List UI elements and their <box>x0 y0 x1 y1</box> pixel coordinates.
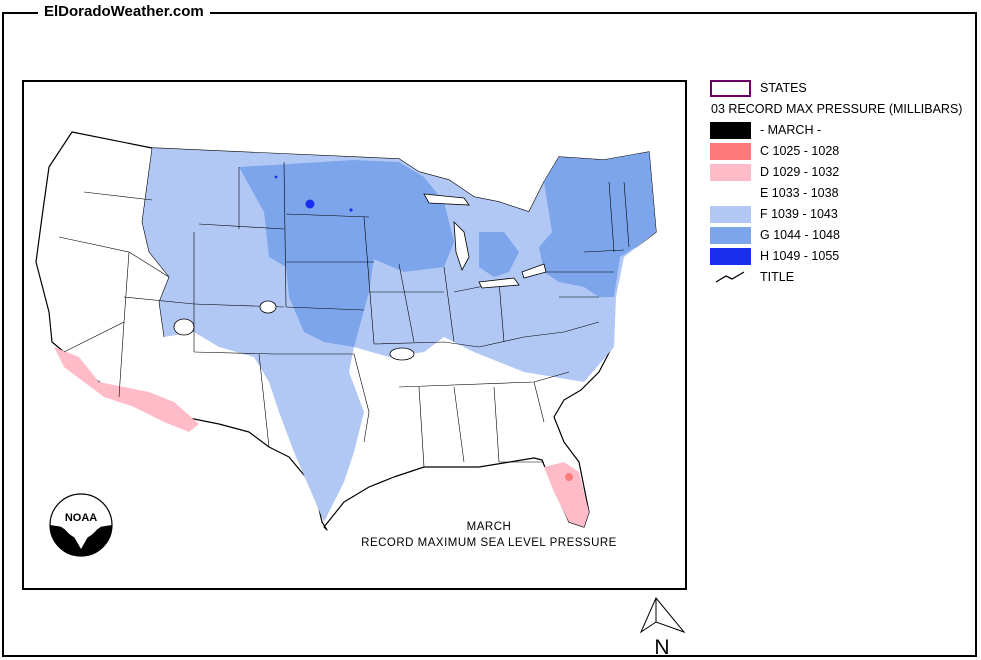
legend-items: - MARCH - C 1025 - 1028 D 1029 - 1032 E 103… <box>708 120 981 267</box>
north-arrow-label: N <box>654 636 669 656</box>
zone-h-spot-1 <box>305 199 315 209</box>
site-title: ElDoradoWeather.com <box>38 3 210 21</box>
noaa-logo: NOAA <box>49 493 113 557</box>
state-boundaries <box>58 147 630 468</box>
legend-color-swatch <box>710 122 751 139</box>
legend-item-label: - MARCH - <box>760 123 822 137</box>
zone-g-upper-midwest <box>354 160 454 272</box>
page-frame <box>2 12 977 657</box>
title-line-icon <box>715 271 745 283</box>
map-panel: NOAA MARCH RECORD MAXIMUM SEA LEVEL PRES… <box>22 80 687 590</box>
legend-color-swatch <box>710 164 751 181</box>
legend-item-label: E 1033 - 1038 <box>760 186 839 200</box>
zone-d-florida <box>544 462 589 527</box>
zone-g-northeast <box>539 152 656 297</box>
legend-color-swatch <box>710 185 751 202</box>
legend-item: - MARCH - <box>708 120 981 141</box>
title-label: TITLE <box>760 270 795 284</box>
zone-d-southwest <box>54 347 199 432</box>
zone-g-north-central <box>239 160 374 347</box>
legend-item-label: D 1029 - 1032 <box>760 165 840 179</box>
legend-item: F 1039 - 1043 <box>708 204 981 225</box>
legend-color-swatch <box>710 227 751 244</box>
us-map: NOAA <box>35 131 657 557</box>
legend-color-swatch <box>710 143 751 160</box>
legend-title-row: TITLE <box>708 267 981 288</box>
lakes <box>173 193 547 361</box>
caption-month: MARCH <box>466 521 512 533</box>
legend-item-label: H 1049 - 1055 <box>760 249 840 263</box>
legend-color-swatch <box>710 206 751 223</box>
legend-item: G 1044 - 1048 <box>708 225 981 246</box>
states-swatch <box>710 80 751 97</box>
noaa-logo-text: NOAA <box>65 512 97 524</box>
zone-g-ozarks <box>304 297 354 344</box>
legend-states-row: STATES <box>708 78 981 99</box>
states-label: STATES <box>760 81 807 95</box>
legend-color-swatch <box>710 248 751 265</box>
legend-item: C 1025 - 1028 <box>708 141 981 162</box>
zone-h-spot-2 <box>349 208 353 212</box>
legend-layer-title-row: 03 RECORD MAX PRESSURE (MILLIBARS) <box>708 99 981 120</box>
legend-item-label: C 1025 - 1028 <box>760 144 840 158</box>
legend-item: D 1029 - 1032 <box>708 162 981 183</box>
legend-item: H 1049 - 1055 <box>708 246 981 267</box>
legend-item: E 1033 - 1038 <box>708 183 981 204</box>
zone-g-great-lakes <box>479 232 519 277</box>
north-arrow: N <box>639 597 686 656</box>
legend-panel: STATES 03 RECORD MAX PRESSURE (MILLIBARS… <box>708 78 981 288</box>
legend-layer-title: 03 RECORD MAX PRESSURE (MILLIBARS) <box>711 102 963 116</box>
legend-item-label: F 1039 - 1043 <box>760 207 838 221</box>
caption-description: RECORD MAXIMUM SEA LEVEL PRESSURE <box>361 537 617 549</box>
zone-h-spot-3 <box>274 175 278 179</box>
zone-c-spot <box>565 473 573 481</box>
legend-item-label: G 1044 - 1048 <box>760 228 840 242</box>
map-caption: MARCH RECORD MAXIMUM SEA LEVEL PRESSURE <box>324 519 654 551</box>
